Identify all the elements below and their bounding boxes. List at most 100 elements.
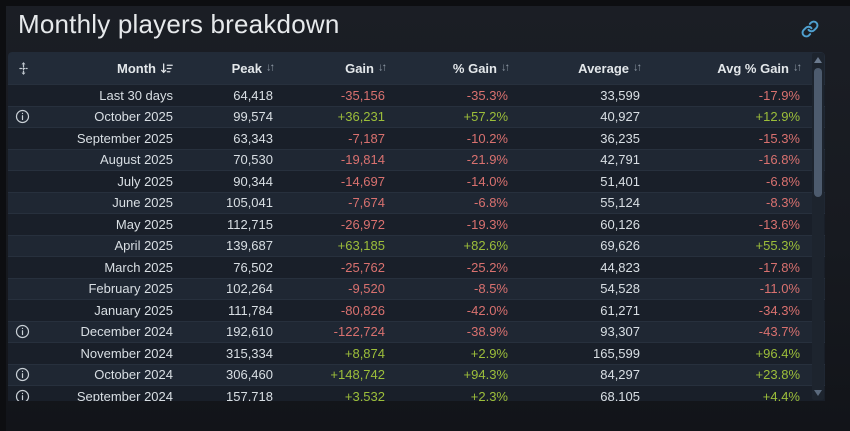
cell-avg-percent: +4.4% (762, 388, 800, 401)
table-row: March 2025 76,502 -25,762 -25.2% 44,823 … (8, 256, 825, 278)
table-row: July 2025 90,344 -14,697 -14.0% 51,401 -… (8, 170, 825, 192)
vertical-scrollbar[interactable] (812, 53, 824, 400)
cell-peak: 306,460 (226, 367, 273, 383)
cell-gain: -7,187 (348, 130, 385, 146)
cell-month: July 2025 (117, 173, 173, 189)
cell-gain: -25,762 (340, 259, 385, 275)
cell-peak: 99,574 (233, 109, 273, 125)
cell-peak: 112,715 (226, 216, 273, 232)
cell-gain: -19,814 (340, 152, 385, 168)
cell-month: December 2024 (80, 324, 174, 340)
table-row: October 2025 99,574 +36,231 +57.2% 40,92… (8, 105, 825, 127)
cell-avg-percent: +23.8% (755, 367, 800, 383)
cell-peak: 102,264 (226, 281, 273, 297)
column-header-average[interactable]: Average ↓↑ (508, 61, 642, 76)
column-header-month[interactable]: Month (44, 61, 173, 76)
cell-avg-percent: -11.0% (759, 281, 800, 297)
sort-toggle-icon: ↓↑ (793, 61, 802, 74)
cell-gain: -122,724 (333, 324, 385, 340)
cell-avg-percent: -6.8% (766, 173, 800, 189)
cell-avg-percent: -8.3% (766, 195, 800, 211)
info-icon[interactable] (15, 367, 30, 382)
column-label: % Gain (452, 60, 497, 76)
cell-month: September 2024 (76, 388, 173, 401)
cell-month: August 2025 (99, 152, 173, 168)
table-row: January 2025 111,784 -80,826 -42.0% 61,2… (8, 299, 825, 321)
cell-month: November 2024 (80, 345, 174, 361)
table-row: August 2025 70,530 -19,814 -21.9% 42,791… (8, 148, 825, 170)
table-row: Last 30 days 64,418 -35,156 -35.3% 33,59… (8, 84, 825, 106)
cell-gain: +8,874 (344, 345, 385, 361)
cell-average: 69,626 (600, 238, 640, 254)
scrollbar-up-arrow-icon[interactable] (814, 57, 822, 63)
cell-average: 51,401 (600, 173, 640, 189)
cell-month: June 2025 (112, 195, 173, 211)
permalink-icon[interactable] (801, 20, 819, 38)
cell-month: October 2025 (94, 109, 173, 125)
cell-month: October 2024 (94, 367, 173, 383)
cell-gain-percent: +94.3% (463, 367, 508, 383)
column-header-peak[interactable]: Peak ↓↑ (173, 60, 275, 76)
cell-average: 44,823 (600, 259, 640, 275)
cell-avg-percent: -43.7% (758, 324, 800, 340)
scrollbar-thumb[interactable] (814, 68, 822, 197)
table-row: September 2024 157,718 +3,532 +2.3% 68,1… (8, 385, 825, 401)
cell-average: 93,307 (600, 324, 640, 340)
cell-avg-percent: -15.3% (758, 130, 800, 146)
cell-peak: 192,610 (226, 324, 273, 340)
cell-avg-percent: +96.4% (755, 345, 800, 361)
cell-gain-percent: +2.3% (470, 388, 508, 401)
cell-gain: +3,532 (344, 388, 385, 401)
info-icon[interactable] (15, 389, 30, 401)
cell-gain-percent: -14.0% (466, 173, 508, 189)
cell-gain: -14,697 (340, 173, 385, 189)
move-rows-icon (16, 61, 31, 76)
column-header-avg-pct[interactable]: Avg % Gain ↓↑ (640, 61, 802, 76)
cell-gain: +148,742 (330, 367, 385, 383)
info-icon[interactable] (15, 109, 30, 124)
cell-gain-percent: -8.5% (474, 281, 508, 297)
cell-gain-percent: -21.9% (466, 152, 508, 168)
table-row: May 2025 112,715 -26,972 -19.3% 60,126 -… (8, 213, 825, 235)
cell-gain-percent: -35.3% (466, 87, 508, 103)
cell-gain: +63,185 (337, 238, 385, 254)
column-header-gain-pct[interactable]: % Gain ↓↑ (385, 60, 510, 76)
cell-month: Last 30 days (99, 87, 173, 103)
cell-gain-percent: -42.0% (466, 302, 508, 318)
table-row: September 2025 63,343 -7,187 -10.2% 36,2… (8, 127, 825, 149)
cell-gain: +36,231 (337, 109, 385, 125)
sort-toggle-icon: ↓↑ (266, 61, 275, 74)
cell-peak: 90,344 (233, 173, 273, 189)
cell-month: January 2025 (94, 302, 173, 318)
cell-gain-percent: +57.2% (463, 109, 508, 125)
cell-average: 54,528 (600, 281, 640, 297)
scrollbar-down-arrow-icon[interactable] (814, 390, 822, 396)
cell-avg-percent: -13.6% (758, 216, 800, 232)
sort-toggle-icon: ↓↑ (501, 61, 510, 74)
sort-descending-icon (160, 62, 173, 75)
cell-month: February 2025 (88, 281, 173, 297)
cell-peak: 111,784 (227, 302, 273, 318)
cell-month: March 2025 (104, 259, 173, 275)
cell-average: 42,791 (600, 152, 640, 168)
cell-month: September 2025 (76, 130, 173, 146)
cell-average: 165,599 (593, 345, 640, 361)
row-drag-handle[interactable] (8, 61, 44, 76)
table-row: October 2024 306,460 +148,742 +94.3% 84,… (8, 363, 825, 385)
page-title: Monthly players breakdown (18, 9, 340, 39)
column-label: Peak (231, 60, 262, 76)
table-row: April 2025 139,687 +63,185 +82.6% 69,626… (8, 234, 825, 256)
cell-gain-percent: -38.9% (466, 324, 508, 340)
cell-gain-percent: +82.6% (463, 238, 508, 254)
cell-gain-percent: -10.2% (466, 130, 508, 146)
cell-avg-percent: +12.9% (755, 109, 800, 125)
cell-gain: -80,826 (340, 302, 385, 318)
cell-avg-percent: -17.9% (758, 87, 800, 103)
cell-average: 40,927 (600, 109, 640, 125)
sort-toggle-icon: ↓↑ (378, 61, 387, 74)
column-header-gain[interactable]: Gain ↓↑ (273, 61, 387, 76)
sort-toggle-icon: ↓↑ (633, 61, 642, 74)
cell-average: 60,126 (600, 216, 640, 232)
cell-average: 68,105 (600, 388, 640, 401)
info-icon[interactable] (15, 324, 30, 339)
